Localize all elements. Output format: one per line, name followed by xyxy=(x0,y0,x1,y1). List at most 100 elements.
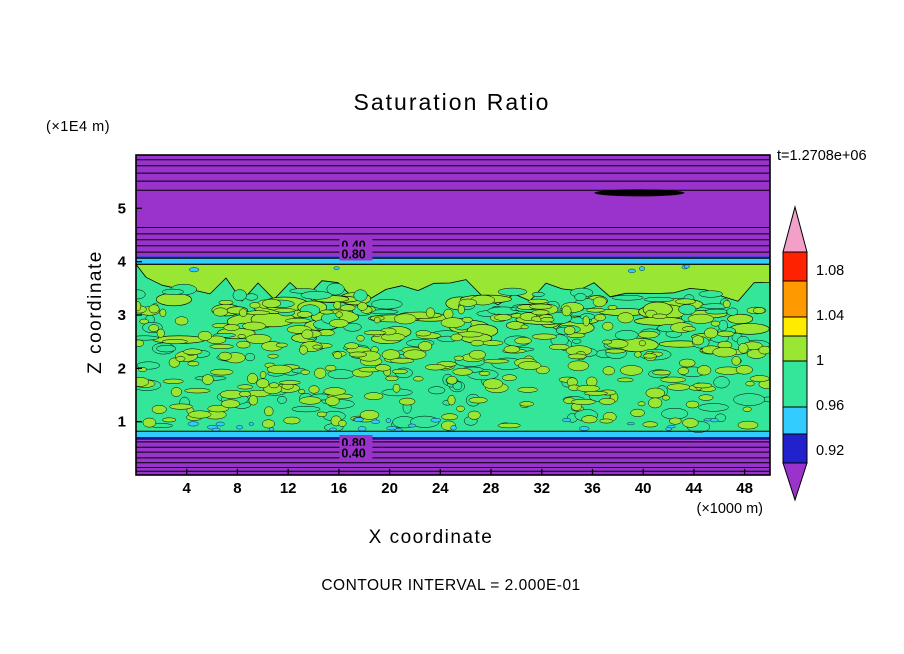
speckle-cyan xyxy=(626,422,635,426)
speckle xyxy=(220,399,241,409)
speckle xyxy=(678,304,697,315)
speckle xyxy=(731,356,741,366)
speckle xyxy=(300,291,333,300)
speckle xyxy=(335,311,343,318)
speckle xyxy=(139,318,149,325)
speckle xyxy=(592,296,607,307)
speckle xyxy=(548,343,570,351)
speckle xyxy=(151,404,167,414)
speckle xyxy=(301,329,314,340)
speckle xyxy=(529,303,553,310)
speckle xyxy=(207,404,229,413)
speckle xyxy=(298,389,306,394)
speckle xyxy=(634,351,642,358)
y-tick-label: 3 xyxy=(118,307,126,324)
speckle-cyan xyxy=(269,427,274,432)
speckle xyxy=(470,339,484,347)
speckle xyxy=(247,373,258,385)
speckle xyxy=(375,364,391,372)
speckle xyxy=(583,391,608,396)
x-tick-label: 12 xyxy=(280,480,297,497)
x-axis-unit-label: (×1000 m) xyxy=(696,501,764,517)
speckle xyxy=(710,320,721,327)
speckle xyxy=(645,387,666,399)
speckle xyxy=(333,301,342,310)
speckle xyxy=(531,333,557,340)
colorbar-tick-label: 1 xyxy=(816,353,824,369)
speckle xyxy=(325,364,337,372)
speckle xyxy=(373,316,381,324)
speckle xyxy=(535,365,550,375)
x-tick-label: 28 xyxy=(483,480,500,497)
speckle xyxy=(638,330,659,339)
speckle xyxy=(652,313,668,319)
speckle xyxy=(461,316,473,323)
speckle xyxy=(268,382,280,389)
speckle xyxy=(602,321,614,331)
colorbar-segment-cyan xyxy=(782,406,808,435)
speckle-cyan xyxy=(710,418,719,423)
speckle xyxy=(704,308,728,315)
upper-light-green-zone xyxy=(136,263,770,306)
colorbar-segment-red xyxy=(782,251,808,282)
speckle xyxy=(452,368,473,376)
speckle xyxy=(503,345,520,354)
speckle xyxy=(712,346,737,358)
speckle-cyan xyxy=(407,423,417,428)
speckle xyxy=(681,326,697,332)
speckle xyxy=(483,378,503,390)
speckle xyxy=(232,289,247,302)
speckle xyxy=(136,289,146,300)
speckle xyxy=(353,289,368,302)
band-bottom-blue xyxy=(136,437,770,441)
chart-title: Saturation Ratio xyxy=(353,89,551,115)
speckle xyxy=(722,300,731,308)
speckle xyxy=(213,307,228,317)
x-tick-label: 48 xyxy=(736,480,753,497)
speckle xyxy=(136,301,142,312)
speckle xyxy=(718,319,728,332)
speckle xyxy=(299,345,308,355)
speckle xyxy=(752,307,766,314)
speckle xyxy=(357,302,368,311)
speckle xyxy=(320,309,334,315)
speckle xyxy=(678,358,696,368)
speckle xyxy=(614,330,639,341)
speckle-cyan xyxy=(639,266,645,271)
speckle-cyan xyxy=(248,422,254,426)
speckle xyxy=(602,366,615,376)
colorbar-tick-label: 0.96 xyxy=(816,398,844,414)
speckle xyxy=(519,401,534,407)
plot-area: 0.400.800.800.40 xyxy=(136,155,770,475)
speckle xyxy=(563,325,576,335)
speckle xyxy=(677,367,689,375)
speckle xyxy=(136,339,144,347)
speckle xyxy=(660,376,686,383)
speckle xyxy=(425,364,446,371)
speckle xyxy=(259,371,267,379)
x-tick-label: 4 xyxy=(183,480,192,497)
speckle xyxy=(343,322,362,332)
speckle xyxy=(291,406,321,413)
speckle xyxy=(441,413,459,421)
speckle xyxy=(242,321,266,331)
speckle xyxy=(162,417,177,423)
speckle xyxy=(155,292,192,307)
speckle xyxy=(733,393,766,406)
speckle xyxy=(737,420,759,430)
speckle-cyan xyxy=(329,427,337,432)
speckle xyxy=(275,342,288,348)
speckle xyxy=(338,419,347,427)
speckle xyxy=(274,308,296,313)
speckle xyxy=(661,407,689,420)
band-top-blue xyxy=(136,256,770,259)
speckle xyxy=(726,307,739,316)
speckle-cyan xyxy=(370,419,381,424)
speckle xyxy=(184,388,211,394)
timestamp-label: t=1.2708e+06 xyxy=(777,148,867,164)
speckle xyxy=(682,418,699,428)
speckle xyxy=(440,317,466,328)
contour-label-bg xyxy=(339,246,373,261)
speckle xyxy=(642,421,658,428)
